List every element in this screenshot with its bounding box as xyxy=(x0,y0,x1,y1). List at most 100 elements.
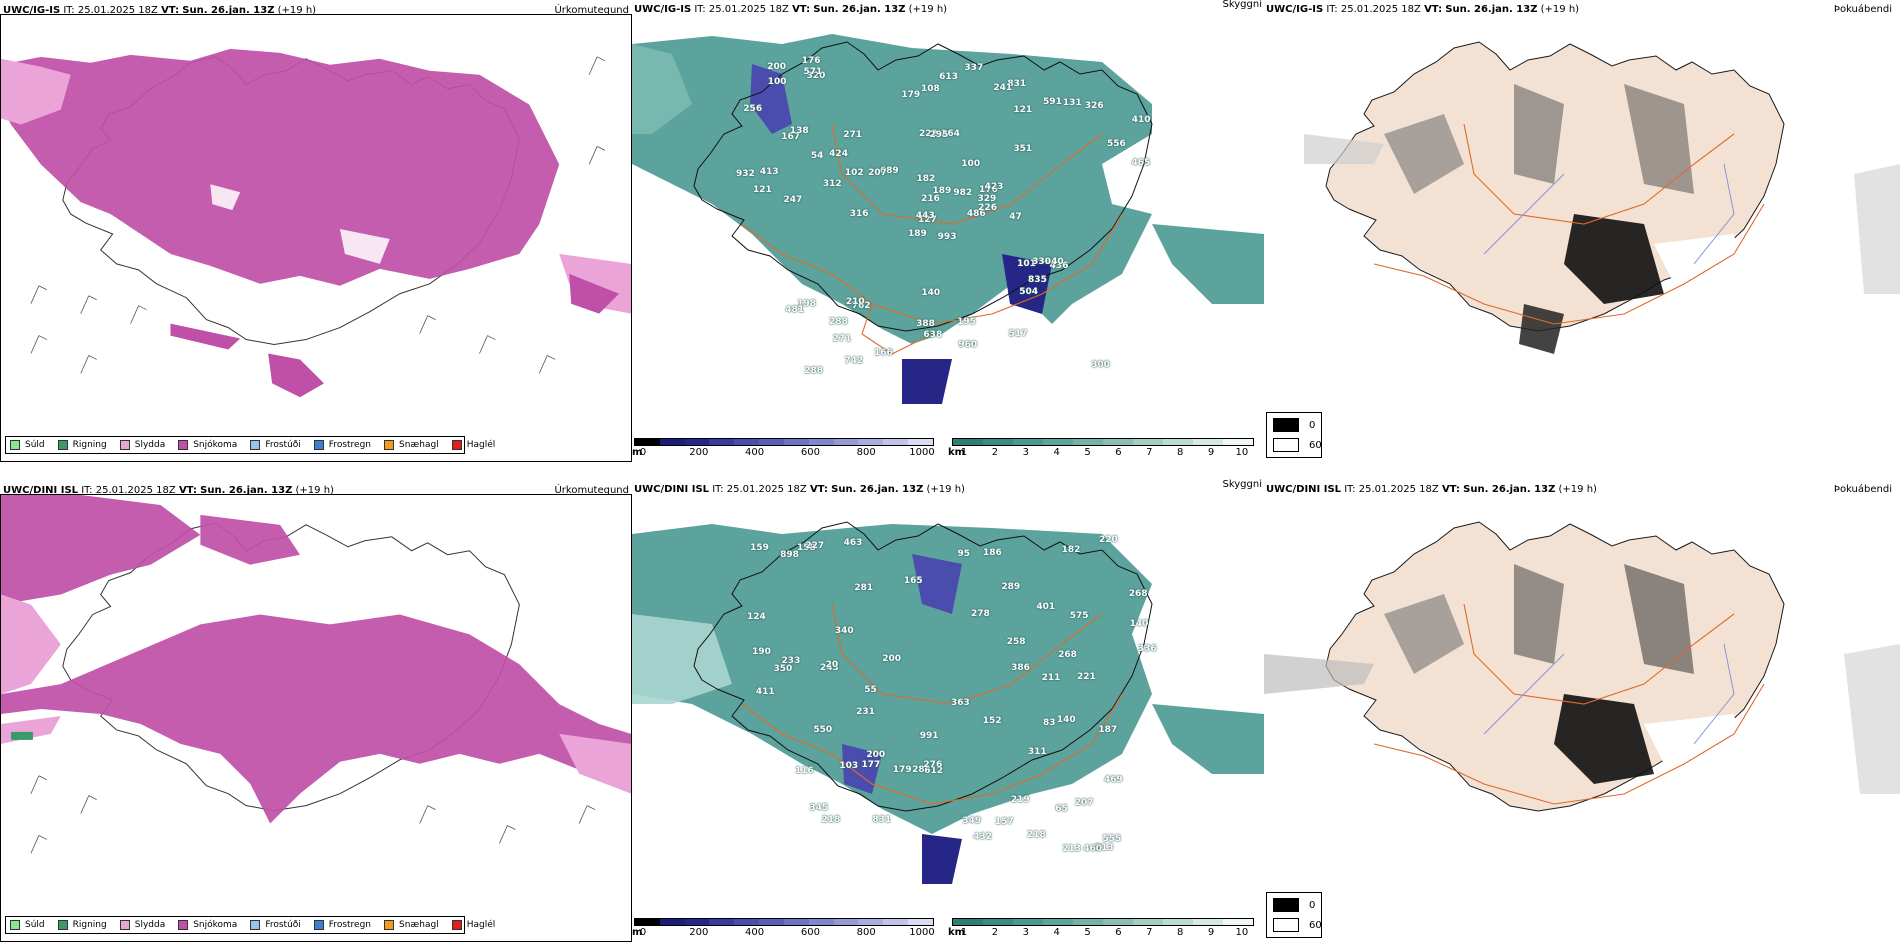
cloud-top-label: 159 xyxy=(750,543,769,554)
panel-name: Skyggni xyxy=(1222,479,1262,490)
cloud-top-label: 219 xyxy=(1010,794,1030,805)
cloud-top-label: 100 xyxy=(767,76,787,87)
cloud-top-label: 247 xyxy=(783,195,803,206)
cloud-top-label: 233 xyxy=(781,656,801,667)
cloud-map-top[interactable]: 993 167 127 176 762 831 264 121 486 320 247 410 189 3… xyxy=(632,14,1264,428)
colorbar-cell xyxy=(858,439,884,445)
colorbar-tick-label: 9 xyxy=(1207,927,1215,938)
cloud-top-label: 271 xyxy=(832,333,852,344)
cloud-top-label: 613 xyxy=(939,71,958,82)
cloud-top-label: 469 xyxy=(1103,774,1123,785)
colorbar-tick-label: 10 xyxy=(1235,927,1249,938)
cloud-top-label: 460 xyxy=(1083,843,1103,854)
cloud-top-label: 463 xyxy=(843,537,863,548)
cloud-top-label: 993 xyxy=(937,231,957,242)
cloud-top-label: 220 xyxy=(1099,535,1118,546)
cloudtop-colors xyxy=(634,438,934,446)
cloudtop-ticks: 0 200 400 600 800 1000 xyxy=(634,446,935,460)
precip-header-bottom: UWC/DINI ISL IT: 25.01.2025 18Z VT: Sun.… xyxy=(1,481,631,497)
colorbar-tick-label: 1000 xyxy=(909,447,935,458)
vt-label: VT: xyxy=(1441,484,1460,495)
vt-label: VT: xyxy=(178,485,197,496)
cloud-top-label: 218 xyxy=(821,815,841,826)
it-value: 25.01.2025 18Z xyxy=(77,5,158,16)
cloud-top-label: 486 xyxy=(966,208,986,219)
colorbar-tick-label: 6 xyxy=(1115,447,1122,458)
panel-name: Úrkomutegund xyxy=(554,485,629,496)
cloud-top-label: 200 xyxy=(882,654,901,665)
cloud-top-label: 363 xyxy=(950,697,970,708)
fog-map-bottom[interactable] xyxy=(1264,494,1900,942)
cloud-top-label: 221 xyxy=(1077,671,1096,682)
colorbar-tick-label: 4 xyxy=(1053,447,1060,458)
colorbar-cell xyxy=(833,919,859,925)
cloud-top-label: 330 xyxy=(1032,256,1051,267)
fog-map-top[interactable] xyxy=(1264,14,1900,462)
cloud-top-label: 231 xyxy=(856,706,875,717)
model-name: UWC/DINI ISL xyxy=(3,485,79,496)
cloud-top-label: 140 xyxy=(1129,618,1149,629)
colorbar-cell xyxy=(734,919,760,925)
lead-time: (+19 h) xyxy=(277,5,317,16)
colorbar-cell xyxy=(759,439,784,445)
cloud-label-layer-top: 993 167 127 176 762 831 264 121 486 320 247 410 189 3… xyxy=(632,14,1264,428)
it-value: 25.01.2025 18Z xyxy=(95,485,176,496)
cloud-top-label: 465 xyxy=(1131,157,1151,168)
legend-item-snow: Snjókoma xyxy=(178,440,237,450)
cloud-top-label: 432 xyxy=(973,831,993,842)
fog-panel-top: UWC/IG-IS IT: 25.01.2025 18Z VT: Sun. 26… xyxy=(1264,4,1900,462)
cloud-top-label: 932 xyxy=(736,168,755,179)
colorbar-cell xyxy=(1013,919,1043,925)
cloud-top-label: 177 xyxy=(861,759,881,770)
cloud-top-label: 300 xyxy=(1091,360,1110,371)
cloud-top-label: 591 xyxy=(1043,96,1062,107)
precip-map-bottom[interactable] xyxy=(1,495,631,941)
lead-time: (+19 h) xyxy=(908,4,948,15)
colorbar-cell xyxy=(1043,439,1073,445)
vt-value: Sun. 26.jan. 13Z xyxy=(1463,484,1556,495)
cloud-top-label: 316 xyxy=(849,209,869,220)
colorbar-cell xyxy=(983,919,1013,925)
colorbar-cell xyxy=(953,439,983,445)
cloudbase-colorbar-top: 1 2 3 4 5 6 7 8 9 10 km xyxy=(948,438,1254,460)
legend-item-freezing-rain: Frostregn xyxy=(313,920,371,930)
precip-map-top[interactable] xyxy=(1,15,631,461)
cloud-top-label: 411 xyxy=(755,686,775,697)
colorbar-cell xyxy=(1163,439,1193,445)
panel-name: Skyggni xyxy=(1222,0,1262,10)
fog-header-top: UWC/IG-IS IT: 25.01.2025 18Z VT: Sun. 26… xyxy=(1264,0,1900,16)
fog-legend-swatch-high xyxy=(1273,918,1299,932)
cloud-top-label: 127 xyxy=(917,214,937,225)
vt-label: VT: xyxy=(161,5,180,16)
legend-swatch xyxy=(250,440,261,450)
cloud-top-label: 413 xyxy=(759,167,779,178)
legend-item-snow: Snjókoma xyxy=(178,920,237,930)
legend-item-freezing-drizzle: Frostúði xyxy=(250,440,301,450)
cloud-top-label: 556 xyxy=(1106,138,1126,149)
cloud-top-label: 329 xyxy=(977,194,997,205)
colorbar-cell xyxy=(1223,919,1253,925)
legend-item-freezing-rain: Frostregn xyxy=(313,440,371,450)
cloudbase-ticks: 1 2 3 4 5 6 7 8 9 10 xyxy=(952,446,1254,460)
cloud-top-label: 386 xyxy=(1011,663,1030,674)
vt-label: VT: xyxy=(1424,4,1443,15)
cloudbase-unit: km xyxy=(948,447,966,458)
colorbar-tick-label: 9 xyxy=(1207,447,1215,458)
cloud-top-label: 336 xyxy=(1137,643,1157,654)
colorbar-cell xyxy=(1223,439,1253,445)
cloud-top-label: 326 xyxy=(1084,101,1104,112)
colorbar-cell xyxy=(883,439,909,445)
colorbar-cell xyxy=(983,439,1013,445)
legend-swatch xyxy=(451,920,462,930)
it-label: IT: xyxy=(1326,4,1338,15)
panel-name: Þokuábendi xyxy=(1833,4,1892,15)
fog-legend-top: 0 60 xyxy=(1266,412,1322,458)
precip-legend-top: Súld Rigning Slydda Snjókoma Frostúði Fr… xyxy=(5,436,495,454)
colorbar-cell xyxy=(709,919,735,925)
colorbar-cell xyxy=(684,439,710,445)
cloud-top-label: 100 xyxy=(961,159,981,170)
cloud-map-bottom[interactable]: 991 243 158 140 213 281 284 231 177 211 221 95 159 21… xyxy=(632,494,1264,908)
lead-time: (+19 h) xyxy=(1540,4,1580,15)
cloud-top-label: 762 xyxy=(851,301,871,312)
it-value: 25.01.2025 18Z xyxy=(1340,4,1421,15)
